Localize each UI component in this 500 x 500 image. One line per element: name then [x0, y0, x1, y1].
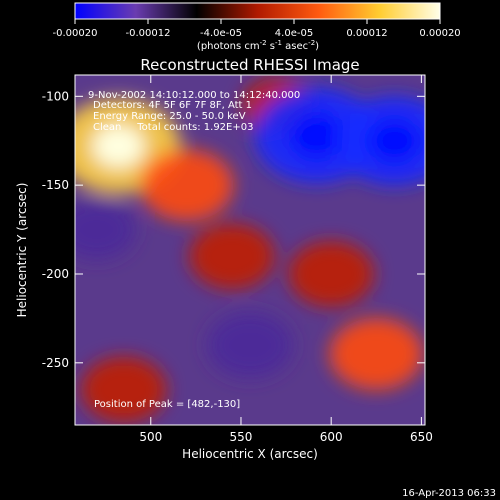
colorbar-tick-label: 4.0e-05 — [275, 28, 313, 39]
annotation-counts: Clean Total counts: 1.92E+03 — [93, 122, 253, 133]
negative-source — [75, 199, 136, 260]
intensity-map — [75, 78, 425, 423]
y-tick-label: -100 — [42, 89, 69, 103]
emission-core — [91, 124, 145, 168]
emission-source — [140, 149, 234, 222]
axis-ticks: 500 550 600 650 -100 -150 -200 -250 — [42, 75, 433, 444]
x-axis-label: Heliocentric X (arcsec) — [182, 447, 318, 461]
chart-title: Reconstructed RHESSI Image — [140, 56, 359, 74]
x-tick-label: 600 — [320, 430, 343, 444]
plot-frame — [74, 74, 426, 426]
colorbar-tick-label: -0.00020 — [53, 28, 98, 39]
colorbar-units: (photons cm-2 s-1 asec-2) — [197, 39, 319, 52]
footer-date: 16-Apr-2013 06:33 — [402, 488, 496, 499]
emission-source — [189, 223, 275, 290]
colorbar-tick-label: 0.00020 — [419, 28, 460, 39]
negative-core — [290, 113, 344, 158]
annotation-detectors: Detectors: 4F 5F 6F 7F 8F, Att 1 — [93, 100, 252, 111]
y-axis-label: Heliocentric Y (arcsec) — [15, 183, 29, 318]
x-tick-label: 550 — [230, 430, 253, 444]
emission-source — [329, 317, 424, 390]
colorbar — [74, 2, 441, 20]
colorbar-tick-label: 0.00012 — [346, 28, 387, 39]
x-tick-label: 650 — [410, 430, 433, 444]
annotation-time-range: 9-Nov-2002 14:10:12.000 to 14:12:40.000 — [88, 90, 300, 101]
y-tick-label: -200 — [42, 267, 69, 281]
colorbar-tick-label: -4.0e-05 — [200, 28, 242, 39]
colorbar-ticks: -0.00020 -0.00012 -4.0e-05 4.0e-05 0.00012 0.… — [53, 19, 461, 39]
x-tick-label: 500 — [139, 430, 162, 444]
y-tick-label: -150 — [42, 178, 69, 192]
peak-position-label: Position of Peak = [482,-130] — [94, 399, 240, 410]
y-tick-label: -250 — [42, 356, 69, 370]
negative-core — [369, 120, 420, 161]
annotation-energy: Energy Range: 25.0 - 50.0 keV — [93, 111, 246, 122]
colorbar-tick-label: -0.00012 — [126, 28, 171, 39]
emission-source — [80, 356, 167, 423]
emission-source — [288, 240, 375, 307]
negative-source — [207, 312, 293, 379]
